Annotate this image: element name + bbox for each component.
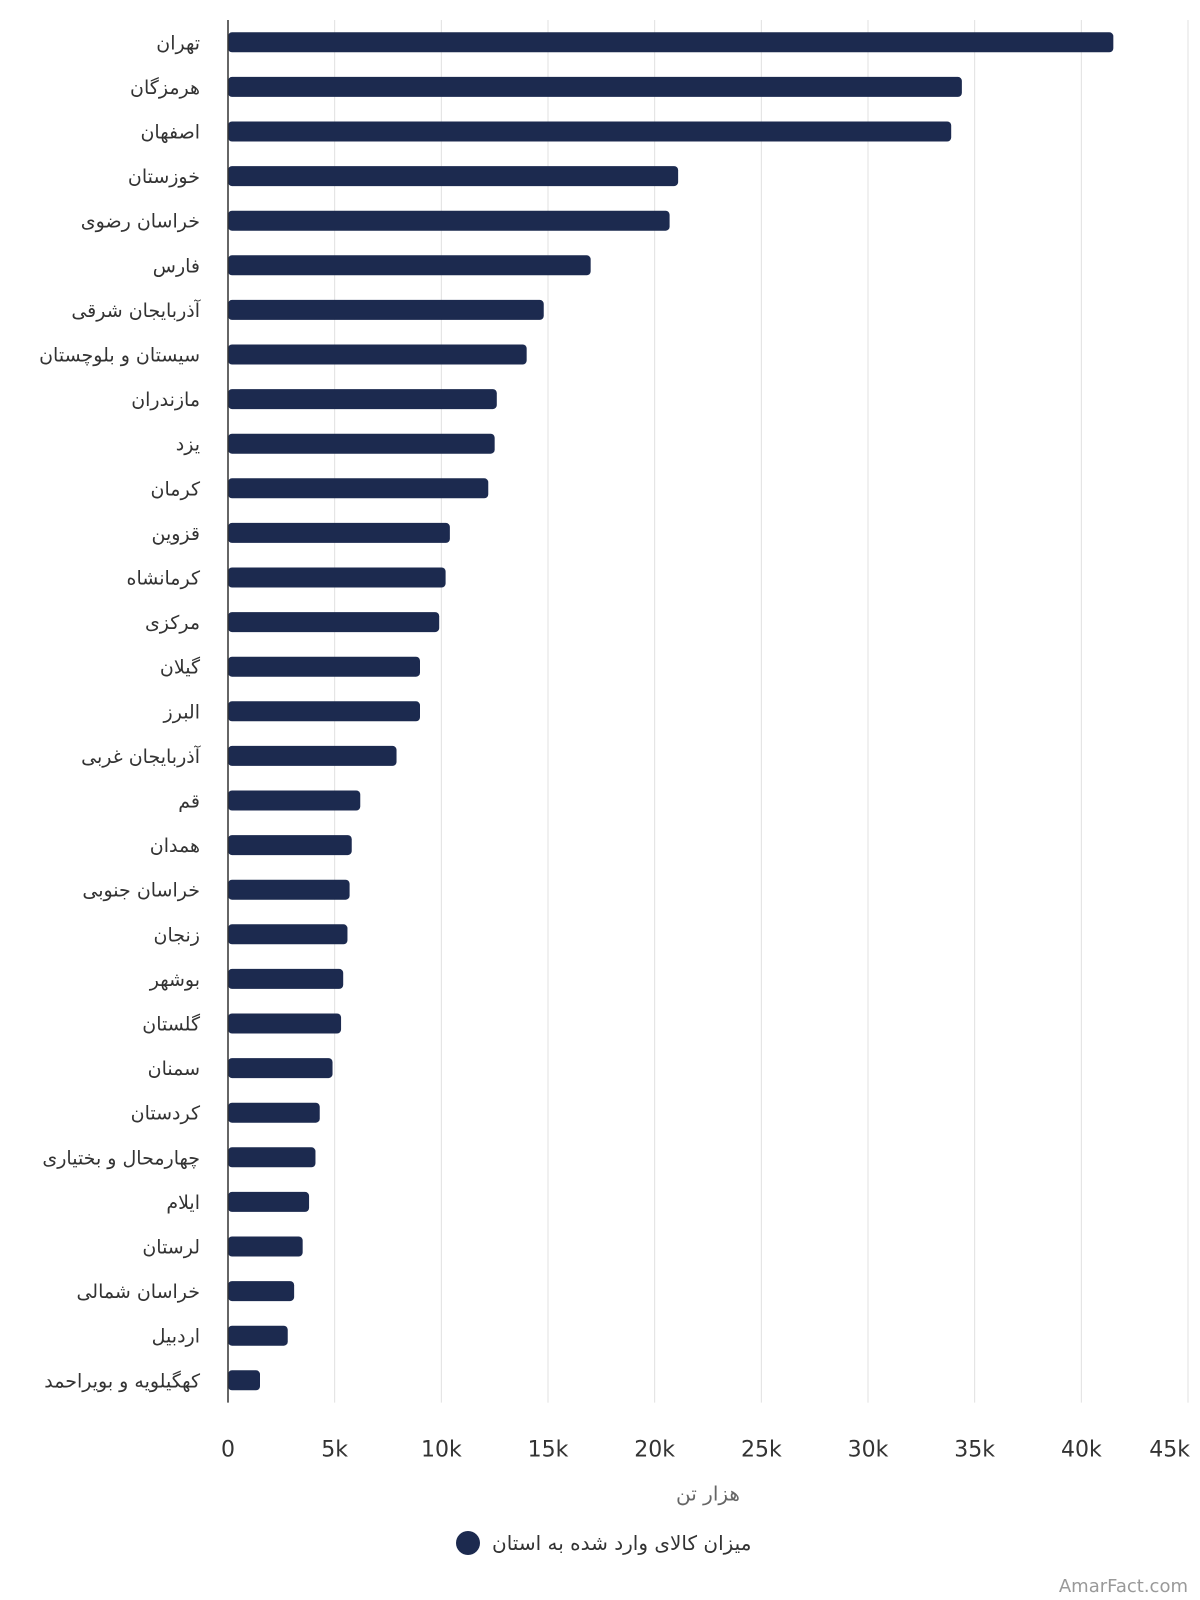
category-label: خوزستان bbox=[128, 166, 200, 188]
bar[interactable] bbox=[228, 1370, 260, 1391]
x-tick-label: 45k bbox=[1149, 1438, 1190, 1463]
bar[interactable] bbox=[228, 1013, 342, 1034]
category-label: کرمان bbox=[151, 478, 201, 500]
category-label: اردبیل bbox=[152, 1326, 200, 1348]
bar[interactable] bbox=[228, 1281, 295, 1302]
bar[interactable] bbox=[228, 433, 495, 454]
legend[interactable]: میزان کالای وارد شده به استان bbox=[456, 1531, 751, 1555]
category-label: قم bbox=[178, 791, 200, 813]
category-label: لرستان bbox=[142, 1237, 200, 1259]
x-tick-label: 20k bbox=[634, 1438, 675, 1463]
bar[interactable] bbox=[228, 1102, 320, 1123]
category-label: کرمانشاه bbox=[127, 568, 201, 590]
category-label: کردستان bbox=[131, 1103, 201, 1125]
bar[interactable] bbox=[228, 166, 679, 187]
bar[interactable] bbox=[228, 879, 350, 900]
category-label: گیلان bbox=[160, 656, 201, 679]
category-label: ایلام bbox=[166, 1192, 200, 1214]
bar[interactable] bbox=[228, 210, 670, 231]
category-label: کهگیلویه و بویراحمد bbox=[44, 1369, 201, 1392]
gridlines bbox=[334, 20, 1189, 1403]
bar[interactable] bbox=[228, 121, 952, 142]
bar[interactable] bbox=[228, 522, 450, 543]
bar[interactable] bbox=[228, 76, 962, 97]
bar[interactable] bbox=[228, 255, 591, 276]
bar[interactable] bbox=[228, 299, 544, 320]
category-label: سمنان bbox=[148, 1058, 200, 1080]
bar[interactable] bbox=[228, 835, 352, 856]
category-label: سیستان و بلوچستان bbox=[39, 345, 200, 367]
x-tick-label: 15k bbox=[528, 1438, 569, 1463]
x-tick-label: 35k bbox=[954, 1438, 995, 1463]
category-label: گلستان bbox=[142, 1013, 201, 1036]
x-tick-label: 0 bbox=[221, 1438, 235, 1463]
category-label: البرز bbox=[163, 701, 200, 723]
category-label: خراسان شمالی bbox=[76, 1281, 200, 1303]
bar[interactable] bbox=[228, 1325, 288, 1346]
legend-marker-icon[interactable] bbox=[456, 1531, 480, 1555]
category-label: یزد bbox=[176, 434, 200, 456]
x-tick-label: 30k bbox=[848, 1438, 889, 1463]
category-label: چهارمحال و بختیاری bbox=[42, 1147, 200, 1169]
bar[interactable] bbox=[228, 1058, 333, 1079]
bar[interactable] bbox=[228, 656, 420, 677]
category-label: فارس bbox=[153, 255, 200, 277]
bar[interactable] bbox=[228, 924, 348, 945]
x-tick-label: 25k bbox=[741, 1438, 782, 1463]
bar[interactable] bbox=[228, 32, 1114, 53]
category-label: هرمزگان bbox=[130, 76, 200, 99]
category-label: خراسان رضوی bbox=[81, 211, 200, 233]
category-label: زنجان bbox=[154, 924, 200, 946]
category-label: بوشهر bbox=[149, 969, 200, 991]
bar[interactable] bbox=[228, 790, 361, 811]
x-axis-tick-labels: 0 5k 10k 15k 20k 25k 30k 35k 40k 45k bbox=[221, 1438, 1190, 1463]
x-tick-label: 40k bbox=[1061, 1438, 1102, 1463]
bar[interactable] bbox=[228, 1191, 310, 1212]
category-labels: تهران هرمزگان اصفهان خوزستان خراسان رضوی فارس… bbox=[39, 32, 201, 1392]
bar[interactable] bbox=[228, 745, 397, 766]
bars bbox=[228, 32, 1114, 1391]
bar[interactable] bbox=[228, 389, 497, 410]
category-label: آذربایجان غربی bbox=[81, 744, 201, 768]
bar[interactable] bbox=[228, 612, 440, 633]
bar[interactable] bbox=[228, 478, 489, 499]
category-label: تهران bbox=[156, 32, 200, 54]
bar[interactable] bbox=[228, 1236, 303, 1257]
category-label: مازندران bbox=[131, 389, 200, 411]
category-label: خراسان جنوبی bbox=[82, 880, 200, 902]
category-label: مرکزی bbox=[145, 612, 200, 634]
legend-label[interactable]: میزان کالای وارد شده به استان bbox=[492, 1531, 751, 1555]
bar[interactable] bbox=[228, 701, 420, 722]
bar[interactable] bbox=[228, 1147, 316, 1168]
x-axis-title: هزار تن bbox=[676, 1482, 740, 1506]
category-label: آذربایجان شرقی bbox=[71, 298, 200, 322]
bar[interactable] bbox=[228, 567, 446, 588]
x-tick-label: 5k bbox=[321, 1438, 348, 1463]
category-label: اصفهان bbox=[140, 122, 200, 144]
x-tick-label: 10k bbox=[421, 1438, 462, 1463]
category-label: قزوین bbox=[152, 523, 201, 545]
credit-link[interactable]: AmarFact.com bbox=[1059, 1576, 1188, 1597]
category-label: همدان bbox=[150, 835, 200, 857]
bar[interactable] bbox=[228, 344, 527, 365]
bar[interactable] bbox=[228, 968, 344, 989]
